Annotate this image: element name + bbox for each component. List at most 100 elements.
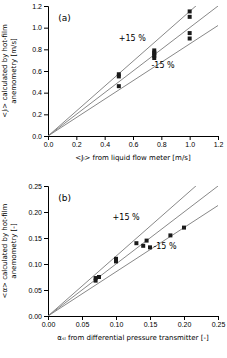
label-line: αₛₗ from differential pressure transmitt… [57, 334, 209, 342]
y-axis-label: <Jₗ> calculated by hot-filmanemometry [m… [1, 24, 18, 118]
y-tick-label: 0.6 [32, 68, 42, 75]
y-tick-label: 0.8 [32, 46, 42, 53]
x-tick: 0.4 [100, 136, 110, 148]
label-line: <Jₗ> from liquid flow meter [m/s] [75, 154, 191, 162]
y-tick-mark [44, 28, 48, 29]
y-axis: 0.00 0.05 0.10 0.15 0.20 0.25 [28, 183, 48, 320]
point [148, 245, 152, 249]
point [188, 37, 192, 41]
point [152, 56, 156, 60]
x-tick-label: 0.15 [144, 321, 158, 328]
y-tick: 1.2 [32, 3, 48, 10]
reference-line [48, 26, 218, 137]
x-axis-line [49, 137, 219, 141]
point [141, 244, 145, 248]
y-tick: 0.10 [28, 261, 48, 268]
y-tick-label: 0.00 [28, 313, 42, 320]
x-tick: 1.0 [185, 136, 195, 148]
point [114, 259, 118, 263]
point [188, 15, 192, 19]
y-axis-line [44, 187, 49, 317]
plot-area [48, 186, 218, 316]
reference-line [48, 186, 218, 316]
x-tick-label: 1.0 [185, 141, 195, 148]
x-axis-line [49, 317, 219, 321]
x-axis-label: <Jₗ> from liquid flow meter [m/s] [75, 154, 191, 162]
y-tick: 1.0 [32, 24, 48, 31]
x-tick: 0.00 [42, 316, 56, 328]
x-tick-mark [184, 316, 185, 320]
x-tick-label: 1.2 [214, 141, 224, 148]
reference-line [48, 206, 218, 317]
annotation: +15 % [119, 34, 146, 43]
x-tick-label: 0.4 [100, 141, 110, 148]
y-tick: 0.6 [32, 68, 48, 75]
x-tick: 0.6 [129, 136, 139, 148]
y-axis-line [44, 7, 49, 137]
x-tick: 1.2 [214, 136, 224, 148]
x-tick-mark [105, 136, 106, 140]
x-tick-mark [150, 316, 151, 320]
x-tick-mark [218, 136, 219, 140]
annotation: -15 % [151, 61, 175, 70]
y-tick-mark [44, 6, 48, 7]
x-axis: 0.000.050.100.150.200.25 [42, 316, 226, 328]
label-line: anemometry [-] [10, 223, 18, 279]
x-axis: 0.00.20.40.60.81.01.2 [44, 136, 224, 148]
reference-line [48, 186, 218, 316]
x-tick-label: 0.25 [212, 321, 226, 328]
panel: 0.000.050.100.150.200.250.000.050.100.15… [1, 167, 225, 343]
reference-line [48, 6, 218, 136]
reference-line [48, 6, 218, 136]
annotation: -15 % [153, 242, 177, 251]
x-tick-label: 0.8 [157, 141, 167, 148]
x-tick: 0.8 [157, 136, 167, 148]
x-tick-mark [76, 136, 77, 140]
y-tick-mark [44, 114, 48, 115]
y-tick: 0.05 [28, 287, 48, 294]
y-tick: 0.2 [32, 111, 48, 118]
point [97, 275, 101, 279]
figure: 0.00.20.40.60.81.01.20.00.20.40.60.81.01… [0, 0, 227, 358]
x-tick-mark [116, 316, 117, 320]
y-tick-mark [44, 186, 48, 187]
y-tick-label: 0.10 [28, 261, 42, 268]
x-tick: 0.20 [178, 316, 192, 328]
label-line: <α> calculated by hot-film [1, 203, 9, 298]
annotation: +15 % [113, 213, 140, 222]
label-line: anemometry [m/s] [10, 38, 18, 104]
y-tick-label: 0.15 [28, 235, 42, 242]
x-tick: 0.10 [110, 316, 124, 328]
panel-label: (b) [58, 193, 71, 203]
y-tick-label: 0.4 [32, 89, 42, 96]
x-axis-label: αₛₗ from differential pressure transmitt… [57, 334, 209, 342]
y-tick-mark [44, 212, 48, 213]
y-tick-mark [44, 264, 48, 265]
y-tick: 0.20 [28, 209, 48, 216]
y-tick-label: 0.20 [28, 209, 42, 216]
y-tick: 0.25 [28, 183, 48, 190]
y-tick: 0.0 [32, 133, 48, 140]
y-tick-label: 0.0 [32, 133, 42, 140]
y-tick-label: 0.05 [28, 287, 42, 294]
x-tick-mark [218, 316, 219, 320]
x-tick: 0.15 [144, 316, 158, 328]
panel: 0.00.20.40.60.81.01.20.00.20.40.60.81.01… [1, 0, 223, 162]
point [188, 9, 192, 13]
x-tick: 0.2 [72, 136, 82, 148]
y-axis: 0.0 0.2 0.4 0.6 0.8 1.0 1.2 [32, 3, 48, 140]
label-line: <Jₗ> calculated by hot-film [1, 24, 9, 118]
y-tick-label: 1.2 [32, 3, 42, 10]
y-tick-mark [44, 136, 48, 137]
x-tick-label: 0.10 [110, 321, 124, 328]
y-tick: 0.15 [28, 235, 48, 242]
x-tick-mark [133, 136, 134, 140]
y-tick-mark [44, 71, 48, 72]
x-tick-label: 0.6 [129, 141, 139, 148]
point [117, 84, 121, 88]
panel-label: (a) [58, 13, 71, 23]
y-tick-mark [44, 316, 48, 317]
x-tick-mark [190, 136, 191, 140]
plot-area [48, 6, 218, 136]
point [168, 233, 172, 237]
